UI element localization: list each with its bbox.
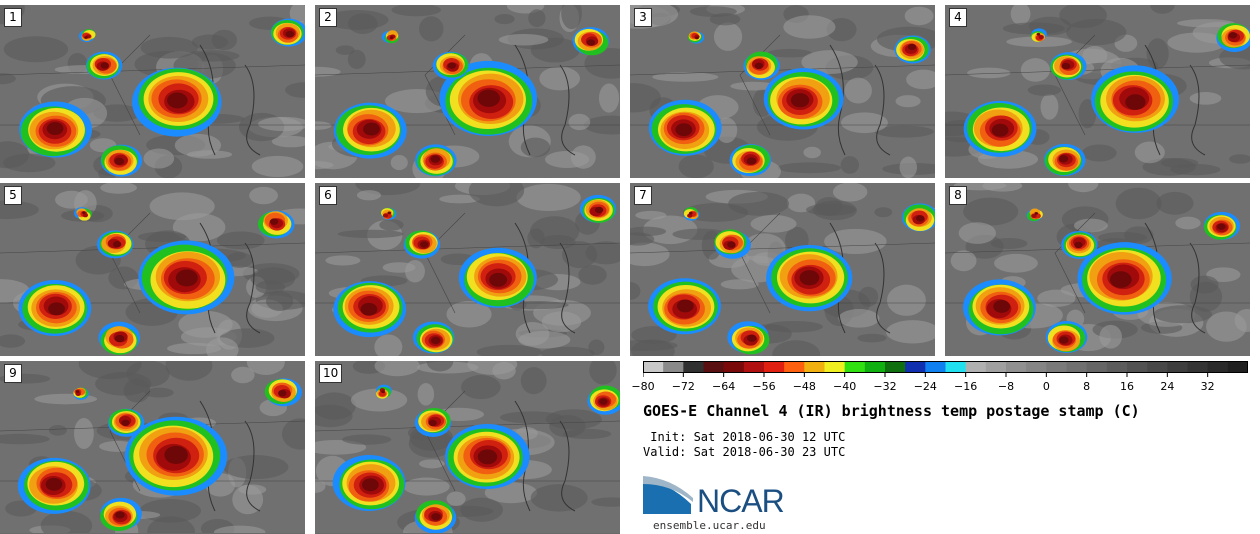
colorbar-swatch xyxy=(723,361,745,373)
init-time: Init: Sat 2018-06-30 12 UTC xyxy=(643,430,846,444)
colorbar-swatch xyxy=(1086,361,1108,373)
colorbar-tick-label: 32 xyxy=(1200,380,1215,393)
colorbar-swatch xyxy=(885,361,906,373)
colorbar-tick-label: −40 xyxy=(833,380,857,393)
stamp-panel-7: 7 xyxy=(630,183,935,356)
colorbar-swatch xyxy=(824,361,846,373)
colorbar-swatch xyxy=(965,361,987,373)
panel-number: 4 xyxy=(949,8,967,27)
colorbar-swatch xyxy=(905,361,926,373)
colorbar xyxy=(643,361,1248,377)
colorbar-tick-label: −8 xyxy=(997,380,1015,393)
colorbar-swatch xyxy=(643,361,664,373)
colorbar-swatch xyxy=(1046,361,1067,373)
colorbar-swatch xyxy=(703,361,725,373)
colorbar-tick-label: −48 xyxy=(792,380,816,393)
colorbar-swatch xyxy=(1207,361,1229,373)
colorbar-tick-label: −16 xyxy=(954,380,978,393)
stamp-panel-5: 5 xyxy=(0,183,305,356)
colorbar-tick-label: −32 xyxy=(873,380,897,393)
colorbar-tick-label: 16 xyxy=(1120,380,1134,393)
colorbar-swatch xyxy=(1227,361,1248,373)
stamp-panel-1: 1 xyxy=(0,5,305,178)
stamp-panel-9: 9 xyxy=(0,361,305,534)
colorbar-tick-label: −80 xyxy=(631,380,655,393)
panel-number: 7 xyxy=(634,186,652,205)
stamp-panel-8: 8 xyxy=(945,183,1250,356)
site-url[interactable]: ensemble.ucar.edu xyxy=(653,519,766,532)
colorbar-swatch xyxy=(804,361,825,373)
stamp-panel-6: 6 xyxy=(315,183,620,356)
panel-number: 8 xyxy=(949,186,967,205)
panel-number: 3 xyxy=(634,8,652,27)
colorbar-swatch xyxy=(1147,361,1168,373)
colorbar-swatch xyxy=(784,361,805,373)
colorbar-swatch xyxy=(1187,361,1209,373)
colorbar-swatch xyxy=(663,361,684,373)
colorbar-tick-label: −72 xyxy=(671,380,695,393)
logo-wordmark: NCAR xyxy=(697,483,785,519)
stamp-panel-3: 3 xyxy=(630,5,935,178)
colorbar-swatch xyxy=(945,361,967,373)
colorbar-swatch xyxy=(1167,361,1188,373)
colorbar-tick-label: −64 xyxy=(712,380,736,393)
colorbar-swatch xyxy=(844,361,866,373)
colorbar-swatch xyxy=(764,361,785,373)
valid-time: Valid: Sat 2018-06-30 23 UTC xyxy=(643,445,846,459)
panel-number: 2 xyxy=(319,8,337,27)
colorbar-tick-label: −56 xyxy=(752,380,776,393)
ncar-logo-icon xyxy=(643,476,693,514)
colorbar-swatch xyxy=(1127,361,1148,373)
panel-number: 10 xyxy=(319,364,343,383)
colorbar-tick-label: −24 xyxy=(913,380,937,393)
colorbar-swatch xyxy=(925,361,946,373)
panel-number: 5 xyxy=(4,186,22,205)
colorbar-tick-label: 0 xyxy=(1042,380,1050,393)
stamp-panel-2: 2 xyxy=(315,5,620,178)
stamp-panel-4: 4 xyxy=(945,5,1250,178)
colorbar-swatch xyxy=(1006,361,1027,373)
colorbar-swatch xyxy=(1026,361,1047,373)
panel-number: 6 xyxy=(319,186,337,205)
stamp-panel-10: 10 xyxy=(315,361,620,534)
colorbar-swatch xyxy=(1106,361,1128,373)
colorbar-tick-label: 24 xyxy=(1160,380,1175,393)
colorbar-swatch xyxy=(683,361,704,373)
colorbar-swatch xyxy=(1066,361,1088,373)
colorbar-swatch xyxy=(985,361,1007,373)
chart-title: GOES-E Channel 4 (IR) brightness temp po… xyxy=(643,402,1140,420)
panel-number: 9 xyxy=(4,364,22,383)
colorbar-swatch xyxy=(864,361,886,373)
colorbar-tick-label: 8 xyxy=(1083,380,1091,393)
panel-number: 1 xyxy=(4,8,22,27)
colorbar-swatch xyxy=(743,361,765,373)
